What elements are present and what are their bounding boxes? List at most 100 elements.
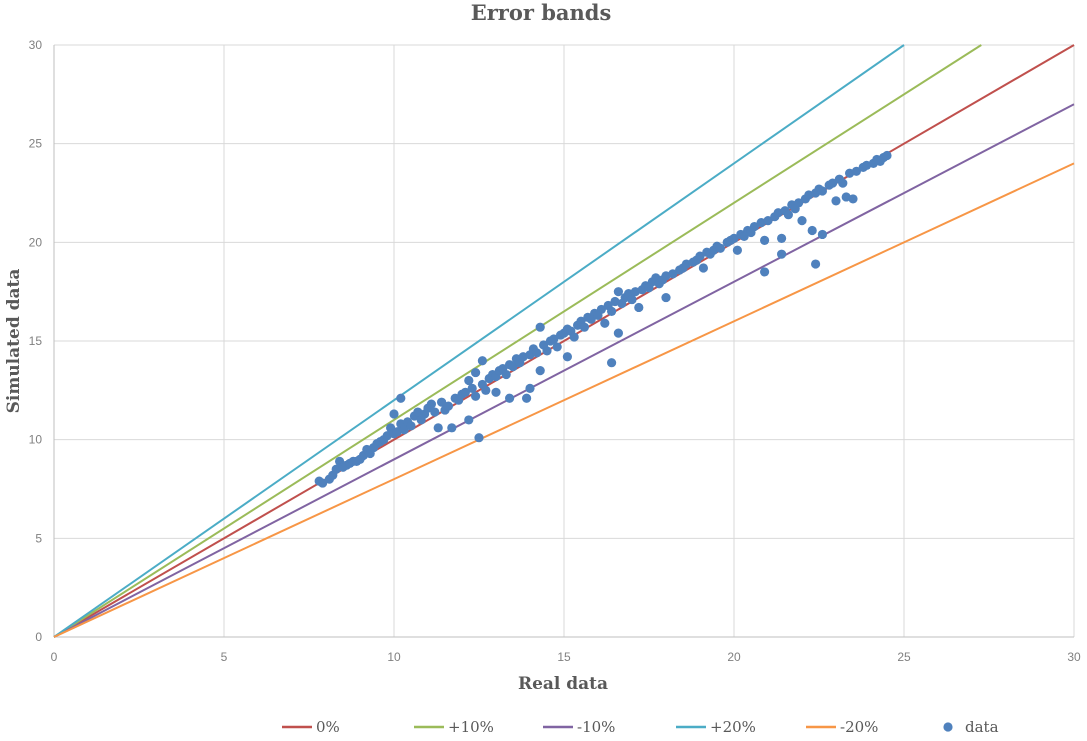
data-point <box>532 348 542 358</box>
data-point <box>481 385 491 395</box>
data-point <box>389 409 399 419</box>
x-tick-label: 25 <box>897 650 911 664</box>
band-line-minus10pct <box>53 103 1075 638</box>
data-point <box>596 304 607 315</box>
band-line-plus10pct <box>53 44 982 638</box>
data-point <box>600 318 610 328</box>
legend-label: data <box>965 718 999 736</box>
data-point <box>811 259 821 269</box>
data-point <box>797 216 807 226</box>
data-point <box>831 196 841 206</box>
y-tick-label: 25 <box>29 137 43 151</box>
data-point <box>777 233 787 243</box>
data-point <box>464 415 474 425</box>
data-point <box>613 328 624 338</box>
data-point <box>406 421 416 431</box>
data-point <box>549 334 559 344</box>
legend-label: -20% <box>840 718 878 736</box>
legend-label: +20% <box>710 718 756 736</box>
data-points <box>314 150 892 488</box>
data-point <box>501 369 511 380</box>
data-point <box>426 399 436 409</box>
legend: 0% +10% -10% +20% -20% data <box>282 718 999 736</box>
legend-label: +10% <box>448 718 494 736</box>
data-point <box>471 391 481 401</box>
y-tick-label: 5 <box>35 531 42 545</box>
data-point <box>817 229 828 240</box>
data-point <box>695 251 705 261</box>
data-point <box>535 322 545 332</box>
data-point <box>668 269 678 279</box>
band-line-plus20pct <box>53 44 905 638</box>
error-band-lines <box>53 44 1075 638</box>
x-tick-labels: 0 5 10 15 20 25 30 <box>51 650 1081 664</box>
data-point <box>851 166 862 176</box>
legend-dot-swatch <box>943 722 953 732</box>
data-point <box>430 407 440 417</box>
data-point <box>505 393 515 403</box>
data-point <box>508 362 518 372</box>
data-point <box>763 216 773 226</box>
data-point <box>318 478 328 488</box>
data-point <box>562 352 573 362</box>
data-point <box>777 249 787 259</box>
legend-item: +20% <box>676 718 756 736</box>
legend-item: data <box>943 718 999 736</box>
y-axis-title: Simulated data <box>4 269 24 414</box>
data-point <box>838 178 848 188</box>
y-tick-labels: 0 5 10 15 20 25 30 <box>29 38 43 644</box>
legend-item: -10% <box>543 718 615 736</box>
data-point <box>698 263 709 273</box>
data-point <box>882 150 892 161</box>
data-point <box>399 425 409 435</box>
data-point <box>613 287 624 297</box>
data-point <box>460 387 470 397</box>
legend-item: +10% <box>414 718 494 736</box>
legend-label: 0% <box>316 718 340 736</box>
x-tick-label: 30 <box>1067 650 1081 664</box>
x-tick-label: 20 <box>727 650 741 664</box>
legend-label: -10% <box>577 718 615 736</box>
legend-item: -20% <box>806 718 878 736</box>
data-point <box>443 401 453 411</box>
data-point <box>433 423 443 433</box>
data-point <box>471 367 481 378</box>
data-point <box>437 397 447 407</box>
y-tick-label: 20 <box>29 235 43 249</box>
data-point <box>828 178 838 188</box>
axes <box>53 45 1074 638</box>
data-point <box>552 342 562 352</box>
y-tick-label: 0 <box>35 630 42 644</box>
x-tick-label: 10 <box>387 650 401 664</box>
data-point <box>396 393 406 403</box>
chart-title: Error bands <box>471 0 612 25</box>
data-point <box>848 194 858 204</box>
data-point <box>634 302 644 313</box>
y-tick-label: 15 <box>29 334 43 348</box>
data-point <box>732 245 743 255</box>
x-tick-label: 15 <box>557 650 571 664</box>
data-point <box>715 243 726 253</box>
data-point <box>783 210 794 220</box>
y-tick-label: 30 <box>29 38 43 52</box>
y-tick-label: 10 <box>29 433 43 447</box>
data-point <box>464 375 474 386</box>
x-axis-title: Real data <box>518 674 608 694</box>
legend-item: 0% <box>282 718 340 736</box>
data-point <box>760 267 770 277</box>
data-point <box>627 294 637 305</box>
data-point <box>661 292 671 303</box>
data-point <box>749 221 760 232</box>
band-line-minus20pct <box>53 162 1075 638</box>
x-tick-label: 5 <box>221 650 228 664</box>
data-point <box>522 393 532 403</box>
data-point <box>474 433 484 443</box>
data-point <box>491 387 501 397</box>
data-point <box>467 383 477 393</box>
data-point <box>477 356 487 366</box>
data-point <box>525 383 535 393</box>
data-point <box>817 186 828 196</box>
band-line-0pct <box>53 44 1075 638</box>
data-point <box>607 358 617 368</box>
